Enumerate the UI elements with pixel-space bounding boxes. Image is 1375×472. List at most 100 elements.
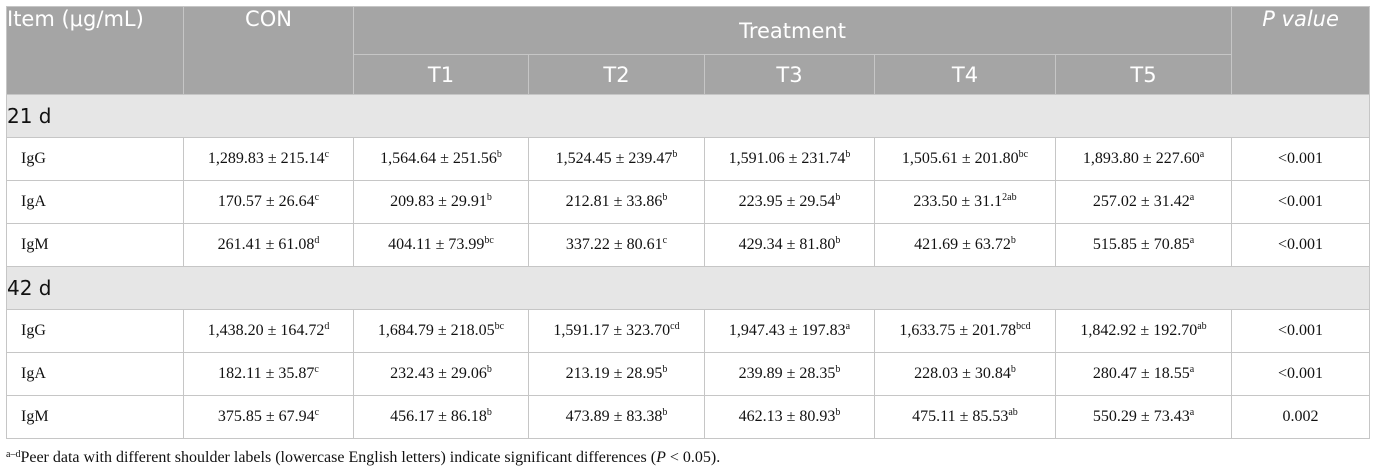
group-header-t2: T2 (528, 54, 705, 95)
cell-value: 1,591.06 ± 231.74 (728, 150, 846, 167)
row-label: IgA (6, 180, 184, 224)
significance-letter: c (314, 192, 320, 203)
cell-value: 232.43 ± 29.06 (390, 365, 487, 382)
immunoglobulin-table: Item (μg/mL) CON Treatment P value T1 T2… (5, 6, 1371, 439)
cell-value: 223.95 ± 29.54 (738, 193, 836, 210)
cell-value: 1,893.80 ± 227.60 (1082, 150, 1200, 167)
significance-letter: b (662, 364, 668, 375)
value-cell: 170.57 ± 26.64c (183, 180, 354, 224)
cell-value: 475.11 ± 85.53 (912, 408, 1009, 425)
significance-letter: c (314, 407, 320, 418)
cell-value: 456.17 ± 86.18 (390, 408, 487, 425)
significance-letter: a (1199, 149, 1205, 160)
cell-value: 473.89 ± 83.38 (565, 408, 663, 425)
cell-value: 1,524.45 ± 239.47 (555, 150, 673, 167)
cell-value: 1,438.20 ± 164.72 (207, 322, 325, 339)
p-value-cell: <0.001 (1231, 137, 1371, 181)
section-title: 42 d (5, 266, 1371, 310)
value-cell: 239.89 ± 28.35b (704, 352, 875, 396)
value-cell: 1,438.20 ± 164.72d (183, 309, 354, 353)
cell-value: 170.57 ± 26.64 (217, 193, 315, 210)
section-row: 42 d (5, 266, 1371, 310)
significance-letter: a (845, 321, 851, 332)
value-cell: 1,893.80 ± 227.60a (1054, 137, 1233, 181)
footnote-text: Peer data with different shoulder labels… (20, 449, 657, 466)
significance-letter: bc (1018, 149, 1029, 160)
significance-letter: b (672, 149, 678, 160)
p-value-header: P value (1231, 6, 1371, 95)
cell-value: 550.29 ± 73.43 (1092, 408, 1190, 425)
significance-letter: b (845, 149, 851, 160)
significance-letter: b (496, 149, 502, 160)
section-row: 21 d (5, 94, 1371, 138)
value-cell: 212.81 ± 33.86b (528, 180, 705, 224)
con-header: CON (183, 6, 354, 95)
value-cell: 515.85 ± 70.85a (1054, 223, 1233, 267)
p-value-cell: <0.001 (1231, 309, 1371, 353)
significance-letter: a (1189, 235, 1195, 246)
cell-value: 1,591.17 ± 323.70 (553, 322, 671, 339)
cell-value: 209.83 ± 29.91 (390, 193, 487, 210)
significance-letter: b (835, 235, 841, 246)
value-cell: 257.02 ± 31.42a (1054, 180, 1233, 224)
cell-value: 280.47 ± 18.55 (1092, 365, 1190, 382)
cell-value: 228.03 ± 30.84 (914, 365, 1011, 382)
cell-value: 1,505.61 ± 201.80 (901, 150, 1019, 167)
significance-letter: bcd (1016, 321, 1031, 332)
value-cell: 456.17 ± 86.18b (353, 395, 529, 439)
footnote: a–dPeer data with different shoulder lab… (6, 449, 720, 467)
value-cell: 1,564.64 ± 251.56b (353, 137, 529, 181)
footnote-tail: < 0.05). (665, 449, 721, 466)
value-cell: 261.41 ± 61.08d (183, 223, 354, 267)
value-cell: 232.43 ± 29.06b (353, 352, 529, 396)
significance-letter: d (324, 321, 330, 332)
cell-value: 515.85 ± 70.85 (1092, 236, 1190, 253)
row-label: IgG (6, 137, 184, 181)
significance-letter: ab (1008, 407, 1018, 418)
cell-value: 233.50 ± 31.1 (913, 193, 1003, 210)
cell-value: 462.13 ± 80.93 (738, 408, 836, 425)
cell-value: 337.22 ± 80.61 (565, 236, 663, 253)
cell-value: 404.11 ± 73.99 (388, 236, 485, 253)
p-value-cell: <0.001 (1231, 180, 1371, 224)
group-header-t5: T5 (1054, 54, 1233, 95)
cell-value: 1,289.83 ± 215.14 (207, 150, 325, 167)
value-cell: 404.11 ± 73.99bc (353, 223, 529, 267)
significance-letter: b (1010, 235, 1016, 246)
table-row: IgM 261.41 ± 61.08d 404.11 ± 73.99bc 337.22… (6, 223, 1371, 267)
significance-letter: c (314, 364, 319, 375)
significance-letter: b (835, 192, 841, 203)
value-cell: 213.19 ± 28.95b (528, 352, 705, 396)
value-cell: 1,524.45 ± 239.47b (528, 137, 705, 181)
cell-value: 212.81 ± 33.86 (565, 193, 663, 210)
value-cell: 1,289.83 ± 215.14c (183, 137, 354, 181)
cell-value: 239.89 ± 28.35 (738, 365, 836, 382)
value-cell: 1,842.92 ± 192.70ab (1054, 309, 1233, 353)
cell-value: 213.19 ± 28.95 (565, 365, 663, 382)
row-label: IgA (6, 352, 184, 396)
significance-letter: d (314, 235, 320, 246)
cell-value: 421.69 ± 63.72 (914, 236, 1011, 253)
significance-letter: a (1189, 192, 1195, 203)
table-row: IgM 375.85 ± 67.94c 456.17 ± 86.18b 473.89 … (6, 395, 1371, 439)
significance-letter: cd (670, 321, 680, 332)
significance-letter: b (835, 407, 841, 418)
group-header-t1: T1 (353, 54, 529, 95)
cell-value: 1,564.64 ± 251.56 (380, 150, 497, 167)
significance-letter: b (1010, 364, 1016, 375)
value-cell: 1,684.79 ± 218.05bc (353, 309, 529, 353)
table-row: IgA 170.57 ± 26.64c 209.83 ± 29.91b 212.81 … (6, 180, 1371, 224)
value-cell: 233.50 ± 31.12ab (874, 180, 1056, 224)
p-value-cell: <0.001 (1231, 352, 1371, 396)
significance-letter: b (486, 407, 492, 418)
group-header-t4: T4 (874, 54, 1056, 95)
significance-letter: 2ab (1002, 192, 1017, 203)
p-value-cell: 0.002 (1231, 395, 1371, 439)
table-row: IgG 1,289.83 ± 215.14c 1,564.64 ± 251.56b 1… (6, 137, 1371, 181)
value-cell: 1,591.06 ± 231.74b (704, 137, 875, 181)
table-row: IgG 1,438.20 ± 164.72d 1,684.79 ± 218.05bc… (6, 309, 1371, 353)
row-label: IgM (6, 395, 184, 439)
value-cell: 473.89 ± 83.38b (528, 395, 705, 439)
table-body: 21 d IgG 1,289.83 ± 215.14c 1,564.64 ± 251.… (5, 94, 1371, 439)
row-label: IgM (6, 223, 184, 267)
